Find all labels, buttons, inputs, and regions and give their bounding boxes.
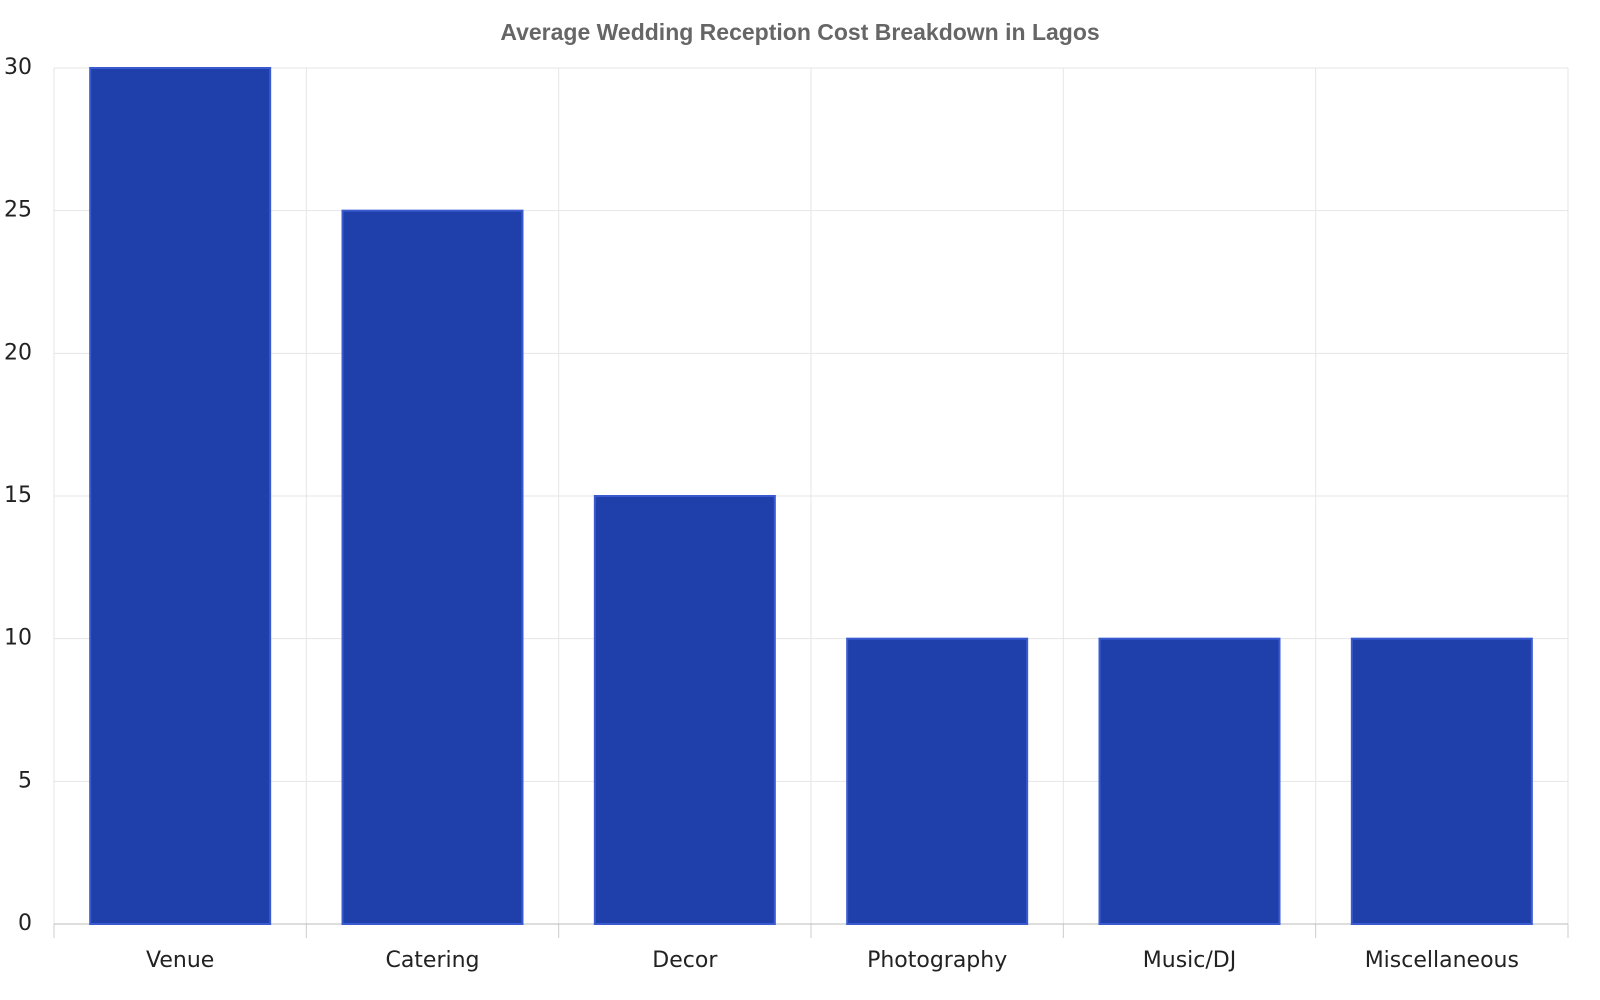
bar [846, 637, 1029, 926]
y-tick-label: 5 [18, 768, 32, 793]
x-tick-label: Venue [146, 948, 214, 973]
x-tick-label: Decor [652, 948, 718, 973]
bar [341, 209, 524, 925]
x-tick-label: Music/DJ [1143, 948, 1236, 973]
x-tick-label: Catering [385, 948, 479, 973]
bar [1098, 637, 1281, 926]
y-tick-label: 15 [4, 483, 32, 508]
y-tick-label: 25 [4, 198, 32, 223]
x-tick-label: Photography [867, 948, 1007, 973]
chart-title: Average Wedding Reception Cost Breakdown… [500, 19, 1099, 45]
bar [1350, 637, 1533, 926]
x-tick-label: Miscellaneous [1365, 948, 1519, 973]
y-tick-label: 0 [18, 911, 32, 936]
y-tick-label: 30 [4, 55, 32, 80]
bar [89, 67, 272, 925]
y-tick-label: 10 [4, 626, 32, 651]
y-tick-label: 20 [4, 340, 32, 365]
bar [593, 495, 776, 925]
